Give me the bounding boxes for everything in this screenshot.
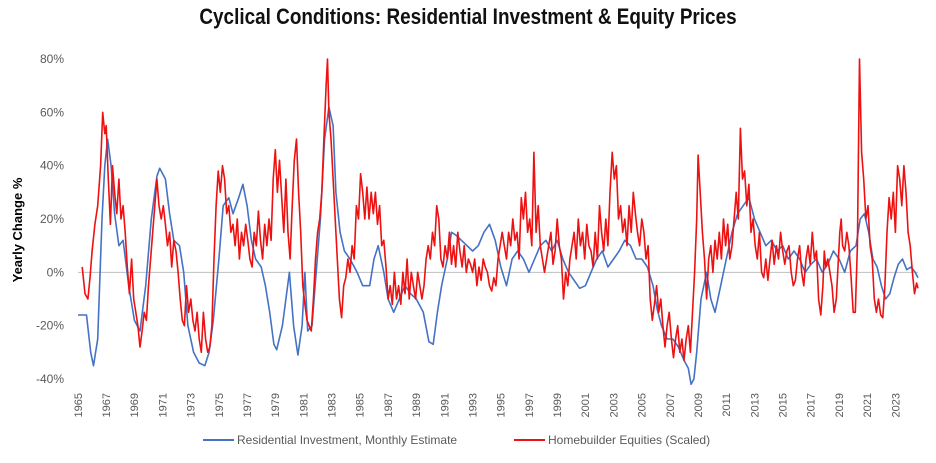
x-tick-label: 1965: [73, 393, 85, 417]
x-tick-label: 1979: [270, 393, 282, 417]
x-tick-label: 1969: [129, 393, 141, 417]
chart-title: Cyclical Conditions: Residential Investm…: [199, 4, 737, 29]
x-tick-label: 2019: [834, 393, 846, 417]
x-tick-label: 1967: [101, 393, 113, 417]
x-tick-label: 2009: [693, 393, 705, 417]
x-tick-label: 2013: [749, 393, 761, 417]
x-tick-label: 1977: [242, 393, 254, 417]
x-tick-label: 1973: [186, 393, 198, 417]
y-axis: -40% -20% 0% 20% 40% 60% 80%: [36, 52, 64, 386]
series-layer: [78, 58, 919, 386]
x-tick-label: 1983: [327, 393, 339, 417]
x-tick-label: 1985: [355, 393, 367, 417]
y-tick-label: 80%: [40, 52, 64, 66]
y-tick-label: -20%: [36, 319, 64, 333]
x-tick-label: 1975: [214, 393, 226, 417]
y-tick-label: 60%: [40, 105, 64, 119]
x-tick-label: 1993: [467, 393, 479, 417]
x-tick-label: 1991: [439, 393, 451, 417]
x-tick-label: 2011: [721, 393, 733, 417]
y-tick-label: -40%: [36, 372, 64, 386]
series-line-residential-investment: [78, 106, 919, 386]
x-tick-label: 2015: [778, 393, 790, 417]
x-tick-label: 1989: [411, 393, 423, 417]
x-tick-label: 1971: [157, 393, 169, 417]
x-tick-label: 1987: [383, 393, 395, 417]
x-tick-label: 2001: [580, 393, 592, 417]
x-tick-label: 1999: [552, 393, 564, 417]
series-line-homebuilder-equities: [81, 58, 919, 362]
x-tick-label: 1997: [524, 393, 536, 417]
legend-label-homebuilder: Homebuilder Equities (Scaled): [548, 433, 710, 447]
legend-label-residential: Residential Investment, Monthly Estimate: [237, 433, 457, 447]
y-tick-label: 0%: [47, 265, 65, 279]
x-tick-label: 2005: [637, 393, 649, 417]
x-tick-label: 2003: [608, 393, 620, 417]
y-axis-label: Yearly Change %: [10, 177, 25, 282]
x-tick-label: 2023: [890, 393, 902, 417]
x-tick-label: 1981: [298, 393, 310, 417]
y-tick-label: 20%: [40, 212, 64, 226]
x-tick-label: 1995: [496, 393, 508, 417]
legend: Residential Investment, Monthly Estimate…: [203, 433, 710, 447]
x-tick-label: 2021: [862, 393, 874, 417]
y-tick-label: 40%: [40, 159, 64, 173]
x-axis: 1965 1967 1969 1971 1973 1975 1977 1979 1981 1983…: [73, 393, 902, 417]
x-tick-label: 2017: [806, 393, 818, 417]
x-tick-label: 2007: [665, 393, 677, 417]
